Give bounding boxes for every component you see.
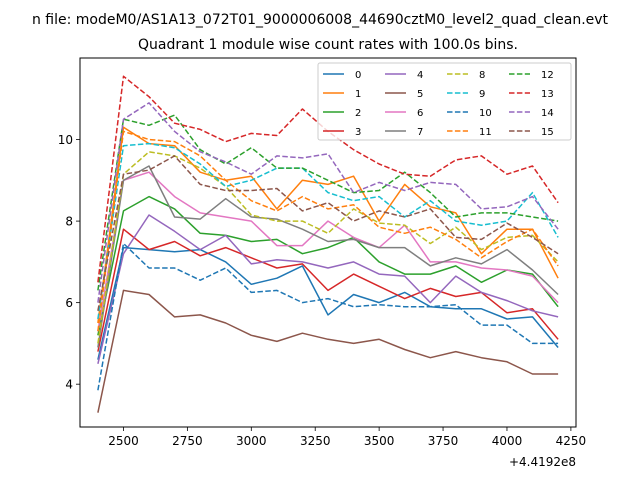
y-axis: 4 6 8 10 bbox=[58, 133, 80, 392]
legend-label-1: 1 bbox=[355, 89, 361, 100]
x-tick-label: 2750 bbox=[172, 434, 203, 448]
legend-label-13: 13 bbox=[541, 89, 554, 100]
series-layer bbox=[97, 75, 559, 413]
series-line-0 bbox=[97, 246, 559, 360]
series-line-9 bbox=[97, 142, 559, 320]
series-line-14 bbox=[97, 102, 559, 303]
legend-label-9: 9 bbox=[479, 89, 485, 100]
x-tick-label: 3750 bbox=[428, 434, 459, 448]
x-tick-label: 3000 bbox=[236, 434, 267, 448]
series-line-7 bbox=[97, 165, 559, 348]
legend-label-11: 11 bbox=[479, 127, 492, 138]
plot-area bbox=[79, 57, 577, 428]
y-tick-label: 4 bbox=[65, 378, 73, 392]
x-tick-label: 4250 bbox=[556, 434, 587, 448]
legend-label-14: 14 bbox=[541, 108, 554, 119]
series-line-1 bbox=[97, 126, 559, 324]
legend-label-2: 2 bbox=[355, 108, 361, 119]
series-line-11 bbox=[97, 130, 559, 332]
x-axis-offset-label: +4.4192e8 bbox=[509, 455, 576, 469]
legend-label-15: 15 bbox=[541, 127, 554, 138]
x-tick-label: 2500 bbox=[108, 434, 139, 448]
legend-label-7: 7 bbox=[417, 127, 423, 138]
figure-suptitle: n file: modeM0/AS1A13_072T01_9000006008_… bbox=[32, 12, 609, 28]
series-line-15 bbox=[97, 155, 559, 311]
x-tick-label: 3500 bbox=[364, 434, 395, 448]
x-tick-label: 3250 bbox=[300, 434, 331, 448]
y-tick-label: 6 bbox=[65, 296, 73, 310]
chart-title: Quadrant 1 module wise count rates with … bbox=[138, 37, 518, 53]
legend-label-8: 8 bbox=[479, 70, 485, 81]
legend-label-6: 6 bbox=[417, 108, 423, 119]
series-line-2 bbox=[97, 195, 559, 336]
series-line-12 bbox=[97, 114, 559, 291]
legend-label-3: 3 bbox=[355, 127, 361, 138]
legend-label-10: 10 bbox=[479, 108, 492, 119]
x-axis: 2500 2750 3000 3250 3500 3750 4000 4250 bbox=[108, 427, 586, 448]
x-tick-label: 4000 bbox=[492, 434, 523, 448]
legend-label-12: 12 bbox=[541, 70, 554, 81]
series-line-6 bbox=[97, 171, 559, 332]
series-line-10 bbox=[97, 242, 559, 391]
legend-label-5: 5 bbox=[417, 89, 423, 100]
y-tick-label: 10 bbox=[58, 133, 73, 147]
legend-frame bbox=[317, 62, 572, 141]
y-tick-label: 8 bbox=[65, 215, 73, 229]
legend-label-4: 4 bbox=[417, 70, 423, 81]
axes-frame bbox=[79, 57, 577, 428]
legend-label-0: 0 bbox=[355, 70, 361, 81]
series-line-4 bbox=[97, 214, 559, 364]
series-line-5 bbox=[97, 289, 559, 413]
